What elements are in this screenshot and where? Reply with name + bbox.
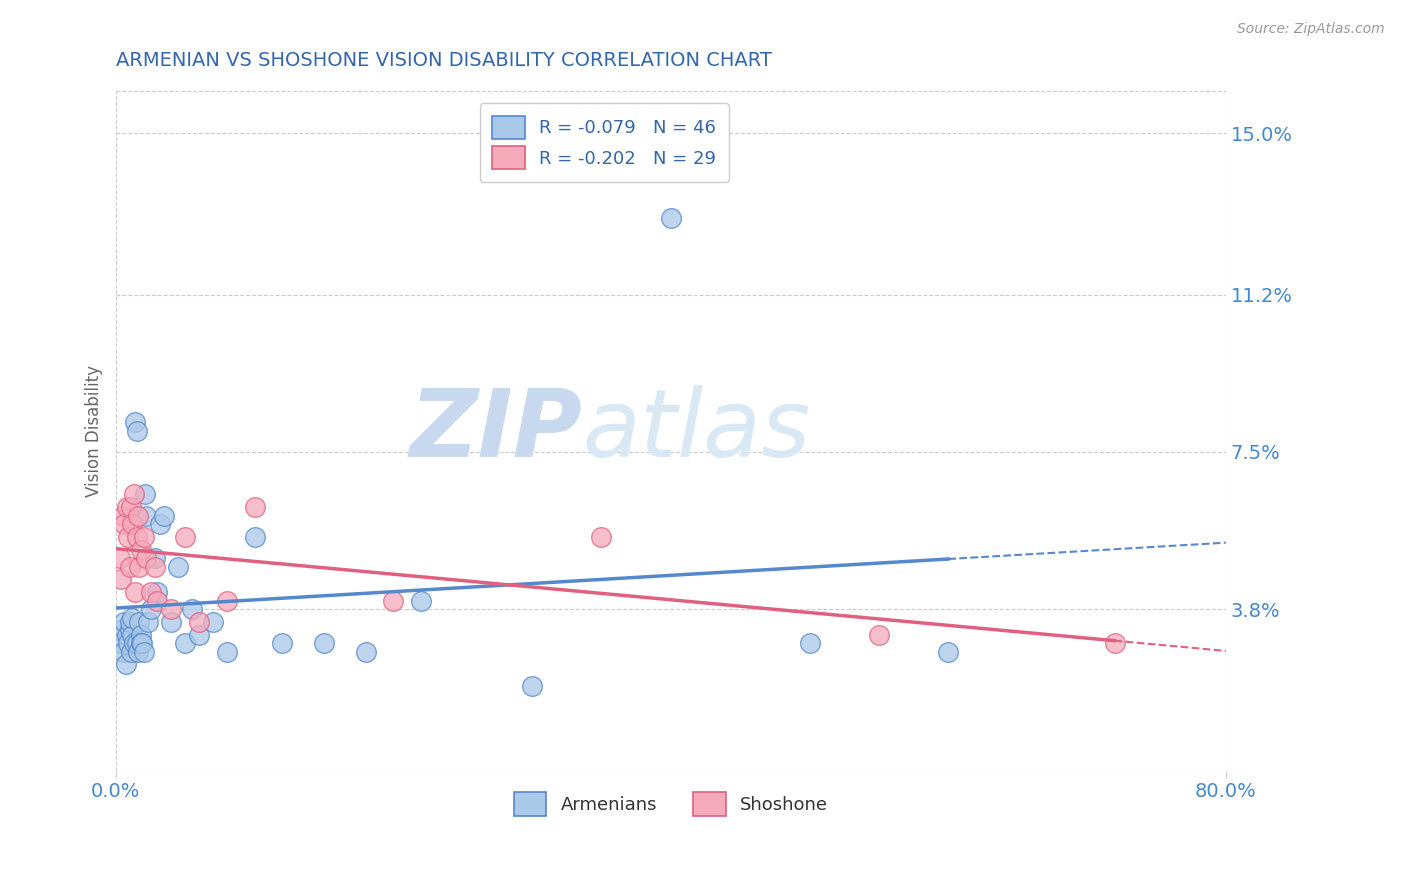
Point	[127, 645, 149, 659]
Point	[134, 487, 156, 501]
Point	[125, 424, 148, 438]
Point	[132, 645, 155, 659]
Point	[129, 542, 152, 557]
Point	[181, 602, 204, 616]
Point	[111, 645, 134, 659]
Point	[125, 636, 148, 650]
Point	[112, 615, 135, 629]
Point	[1104, 636, 1126, 650]
Point	[591, 530, 613, 544]
Legend: Armenians, Shoshone: Armenians, Shoshone	[506, 785, 835, 822]
Point	[160, 602, 183, 616]
Point	[243, 500, 266, 515]
Point	[129, 636, 152, 650]
Point	[160, 615, 183, 629]
Point	[139, 585, 162, 599]
Y-axis label: Vision Disability: Vision Disability	[86, 365, 103, 497]
Point	[312, 636, 335, 650]
Point	[215, 645, 238, 659]
Point	[118, 624, 141, 638]
Point	[115, 500, 138, 515]
Point	[201, 615, 224, 629]
Point	[128, 615, 150, 629]
Point	[143, 551, 166, 566]
Point	[117, 636, 139, 650]
Point	[136, 615, 159, 629]
Point	[132, 530, 155, 544]
Point	[135, 551, 157, 566]
Point	[868, 628, 890, 642]
Point	[409, 593, 432, 607]
Text: ZIP: ZIP	[409, 384, 582, 476]
Point	[243, 530, 266, 544]
Point	[124, 585, 146, 599]
Point	[110, 636, 132, 650]
Point	[215, 593, 238, 607]
Point	[520, 679, 543, 693]
Point	[271, 636, 294, 650]
Point	[122, 636, 145, 650]
Point	[112, 517, 135, 532]
Point	[174, 636, 197, 650]
Point	[117, 530, 139, 544]
Point	[143, 559, 166, 574]
Point	[149, 517, 172, 532]
Point	[124, 415, 146, 429]
Point	[936, 645, 959, 659]
Point	[174, 530, 197, 544]
Point	[129, 628, 152, 642]
Point	[114, 657, 136, 672]
Text: Source: ZipAtlas.com: Source: ZipAtlas.com	[1237, 22, 1385, 37]
Point	[135, 508, 157, 523]
Point	[128, 559, 150, 574]
Point	[108, 551, 131, 566]
Point	[118, 559, 141, 574]
Point	[153, 508, 176, 523]
Point	[382, 593, 405, 607]
Point	[127, 508, 149, 523]
Point	[121, 628, 143, 642]
Point	[131, 636, 153, 650]
Point	[118, 615, 141, 629]
Point	[146, 593, 169, 607]
Point	[188, 615, 211, 629]
Point	[120, 645, 142, 659]
Point	[121, 517, 143, 532]
Text: atlas: atlas	[582, 385, 810, 476]
Point	[110, 573, 132, 587]
Point	[659, 211, 682, 226]
Point	[115, 628, 138, 642]
Point	[108, 624, 131, 638]
Point	[167, 559, 190, 574]
Point	[354, 645, 377, 659]
Point	[121, 610, 143, 624]
Point	[139, 602, 162, 616]
Point	[188, 628, 211, 642]
Point	[122, 487, 145, 501]
Point	[111, 508, 134, 523]
Text: ARMENIAN VS SHOSHONE VISION DISABILITY CORRELATION CHART: ARMENIAN VS SHOSHONE VISION DISABILITY C…	[115, 51, 772, 70]
Point	[120, 500, 142, 515]
Point	[125, 530, 148, 544]
Point	[146, 585, 169, 599]
Point	[799, 636, 821, 650]
